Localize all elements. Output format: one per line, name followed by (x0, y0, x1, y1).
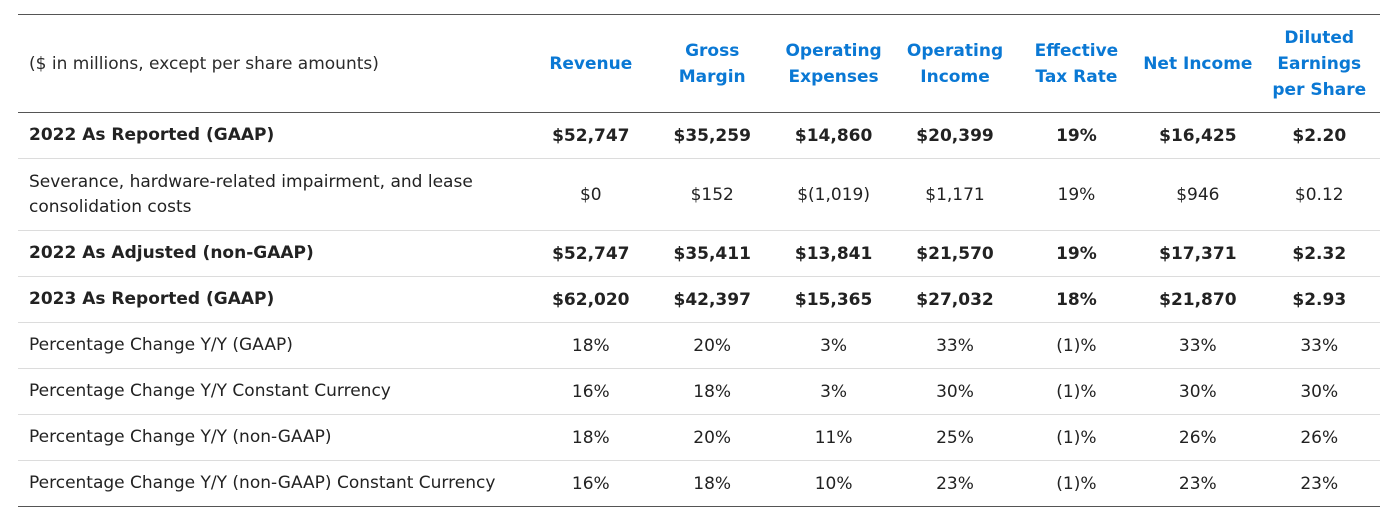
units-note: ($ in millions, except per share amounts… (29, 53, 379, 74)
cell-operating-expenses: $14,860 (794, 125, 873, 146)
cell-revenue: 18% (571, 335, 610, 356)
cell-gross-margin: 20% (693, 335, 732, 356)
cell-operating-income: 33% (936, 335, 974, 356)
row-label: 2022 As Reported (GAAP) (29, 125, 275, 145)
cell-revenue: $52,747 (552, 125, 630, 146)
row-label: Percentage Change Y/Y (GAAP) (29, 335, 293, 355)
cell-operating-income: 25% (936, 427, 974, 448)
cell-operating-expenses: $13,841 (794, 243, 873, 264)
cell-effective-tax-rate: 19% (1056, 125, 1097, 146)
cell-gross-margin: 18% (693, 381, 732, 402)
cell-net-income: $21,870 (1159, 289, 1237, 310)
cell-diluted-eps: $2.20 (1292, 125, 1347, 146)
cell-effective-tax-rate: (1)% (1056, 335, 1097, 356)
cell-diluted-eps: $2.32 (1292, 243, 1347, 264)
row-label: 2023 As Reported (GAAP) (29, 289, 275, 309)
cell-operating-expenses: 11% (814, 427, 853, 448)
column-header-effective-tax-rate: Effective Tax Rate (1034, 40, 1119, 87)
cell-operating-expenses: 10% (814, 473, 853, 494)
table-row: 2022 As Reported (GAAP) $52,747 $35,259 $14… (18, 113, 1380, 159)
cell-effective-tax-rate: (1)% (1056, 427, 1097, 448)
cell-revenue: $0 (579, 184, 602, 205)
cell-diluted-eps: 33% (1300, 335, 1339, 356)
cell-net-income: $16,425 (1159, 125, 1237, 146)
row-label: 2022 As Adjusted (non-GAAP) (29, 243, 314, 263)
column-header-operating-expenses: Operating Expenses (785, 40, 882, 87)
cell-effective-tax-rate: (1)% (1056, 381, 1097, 402)
cell-revenue: 18% (571, 427, 610, 448)
row-label: Percentage Change Y/Y Constant Currency (29, 381, 391, 401)
table-row: Severance, hardware-related impairment, … (18, 159, 1380, 231)
financial-summary: ($ in millions, except per share amounts… (18, 14, 1380, 507)
cell-diluted-eps: 26% (1300, 427, 1339, 448)
cell-operating-income: $21,570 (916, 243, 994, 264)
cell-diluted-eps: $0.12 (1294, 184, 1344, 205)
row-label: Severance, hardware-related impairment, … (29, 171, 473, 217)
cell-operating-income: $1,171 (925, 184, 985, 205)
cell-operating-expenses: 3% (820, 335, 848, 356)
cell-gross-margin: $35,259 (673, 125, 751, 146)
row-label: Percentage Change Y/Y (non-GAAP) Constan… (29, 473, 496, 493)
cell-revenue: $62,020 (552, 289, 630, 310)
cell-operating-income: $27,032 (916, 289, 994, 310)
cell-effective-tax-rate: 19% (1056, 243, 1097, 264)
column-header-gross-margin: Gross Margin (678, 40, 746, 87)
column-header-net-income: Net Income (1143, 53, 1253, 74)
cell-diluted-eps: $2.93 (1292, 289, 1347, 310)
column-header-operating-income: Operating Income (906, 40, 1004, 87)
cell-gross-margin: $42,397 (673, 289, 751, 310)
header-row: ($ in millions, except per share amounts… (18, 14, 1380, 113)
cell-operating-income: $20,399 (916, 125, 994, 146)
cell-net-income: $17,371 (1159, 243, 1237, 264)
table-row: Percentage Change Y/Y (non-GAAP) Constan… (18, 461, 1380, 507)
column-header-revenue: Revenue (549, 53, 633, 74)
cell-net-income: 23% (1178, 473, 1217, 494)
cell-operating-expenses: $15,365 (794, 289, 873, 310)
table-row: Percentage Change Y/Y (GAAP) 18% 20% 3% 33% (… (18, 323, 1380, 369)
table-row: Percentage Change Y/Y Constant Currency 1… (18, 369, 1380, 415)
table-row: 2023 As Reported (GAAP) $62,020 $42,397 $15… (18, 277, 1380, 323)
cell-diluted-eps: 23% (1300, 473, 1339, 494)
cell-diluted-eps: 30% (1300, 381, 1339, 402)
cell-revenue: 16% (571, 381, 610, 402)
cell-net-income: 30% (1178, 381, 1217, 402)
cell-effective-tax-rate: 18% (1056, 289, 1097, 310)
cell-gross-margin: 18% (693, 473, 732, 494)
cell-effective-tax-rate: (1)% (1056, 473, 1097, 494)
cell-net-income: $946 (1176, 184, 1220, 205)
cell-net-income: 33% (1178, 335, 1217, 356)
table-row: 2022 As Adjusted (non-GAAP) $52,747 $35,41… (18, 231, 1380, 277)
cell-gross-margin: $152 (690, 184, 734, 205)
cell-effective-tax-rate: 19% (1057, 184, 1096, 205)
cell-operating-expenses: $(1,019) (797, 184, 870, 205)
cell-operating-expenses: 3% (820, 381, 848, 402)
cell-revenue: 16% (571, 473, 610, 494)
cell-gross-margin: $35,411 (673, 243, 751, 264)
cell-gross-margin: 20% (693, 427, 732, 448)
cell-operating-income: 23% (936, 473, 974, 494)
table-row: Percentage Change Y/Y (non-GAAP) 18% 20% 11… (18, 415, 1380, 461)
reconciliation-table: ($ in millions, except per share amounts… (18, 14, 1380, 507)
row-label: Percentage Change Y/Y (non-GAAP) (29, 427, 332, 447)
column-header-diluted-eps: Diluted Earnings per Share (1272, 27, 1367, 100)
cell-revenue: $52,747 (552, 243, 630, 264)
cell-net-income: 26% (1178, 427, 1217, 448)
cell-operating-income: 30% (936, 381, 974, 402)
